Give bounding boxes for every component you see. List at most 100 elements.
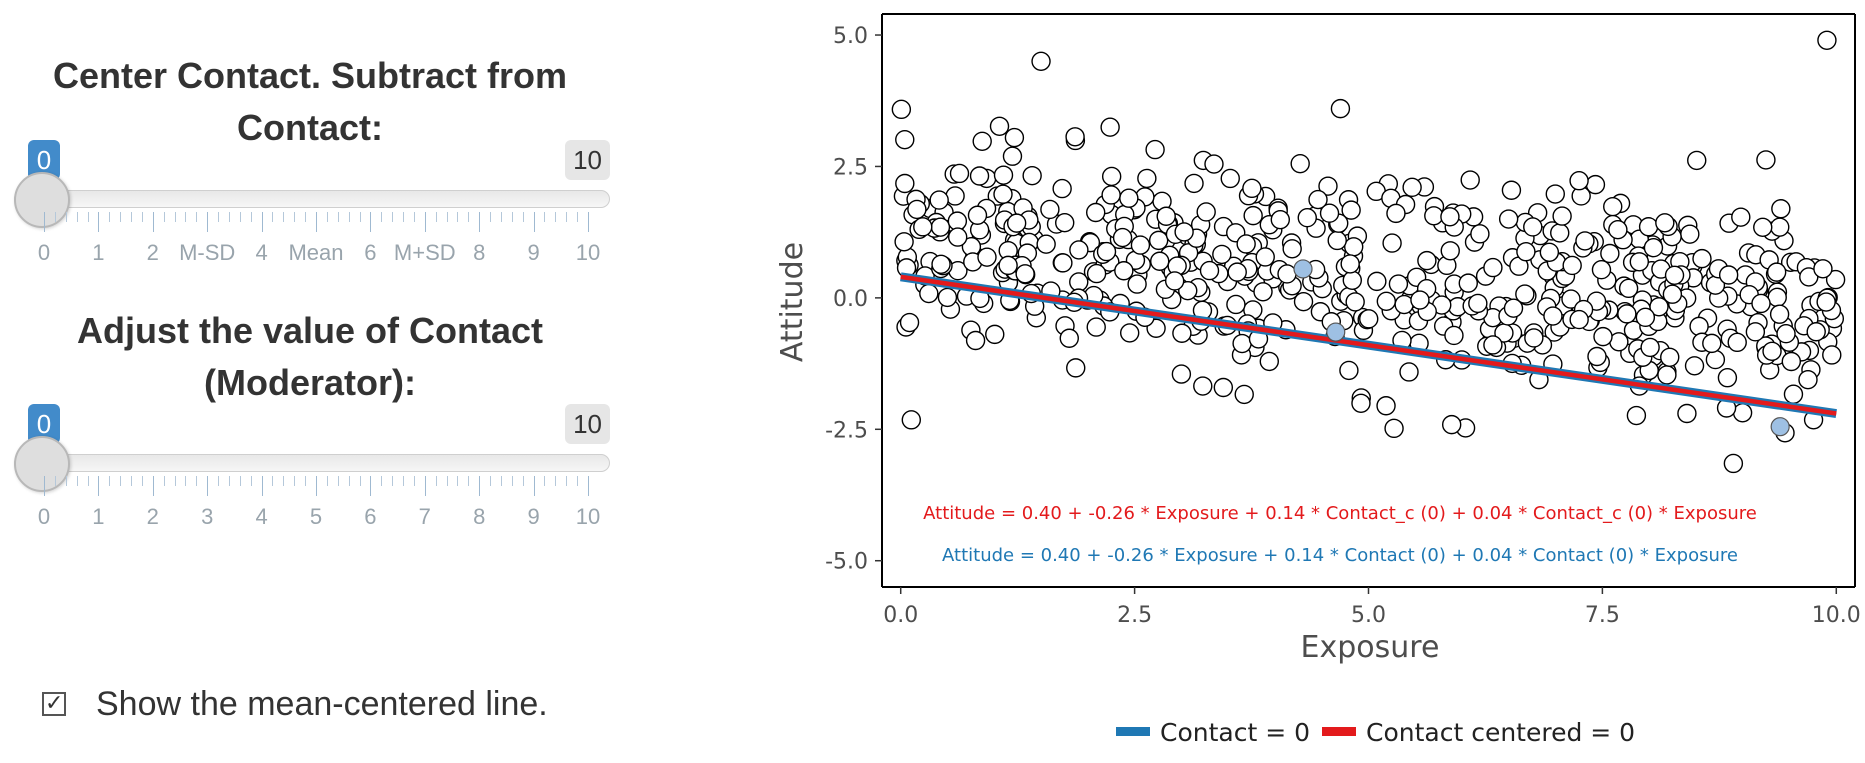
highlighted-point bbox=[1770, 417, 1790, 437]
data-point bbox=[895, 173, 915, 194]
center-contact-slider[interactable]: 0 10 0 1 2 M-SD 4 Mean 6 M+SD 8 9 10 bbox=[14, 140, 610, 280]
data-point bbox=[993, 184, 1013, 204]
moderator-slider-tick-label: 7 bbox=[418, 504, 431, 529]
moderator-slider-tick bbox=[446, 476, 448, 486]
data-point bbox=[1220, 168, 1240, 189]
center-slider-tick bbox=[65, 212, 67, 222]
data-point bbox=[1662, 284, 1683, 304]
x-tick-label: 7.5 bbox=[1585, 603, 1620, 628]
center-slider-ticks: 0 1 2 M-SD 4 Mean 6 M+SD 8 9 10 bbox=[14, 212, 610, 272]
center-slider-handle[interactable] bbox=[14, 172, 70, 228]
moderator-slider-tick bbox=[500, 476, 502, 486]
center-slider-tick bbox=[326, 212, 328, 222]
data-point bbox=[1687, 150, 1707, 171]
data-point bbox=[1156, 206, 1176, 226]
center-slider-tick bbox=[120, 212, 122, 222]
moderator-slider-tick bbox=[228, 476, 230, 486]
data-point bbox=[1145, 139, 1165, 160]
data-point bbox=[1293, 291, 1314, 312]
moderator-slider-handle[interactable] bbox=[14, 436, 70, 492]
moderator-slider-tick bbox=[588, 476, 589, 496]
data-point bbox=[1608, 219, 1628, 240]
moderator-slider-tick bbox=[207, 476, 209, 496]
data-point bbox=[1410, 290, 1430, 310]
center-slider-tick bbox=[218, 212, 220, 222]
highlighted-point bbox=[1326, 322, 1346, 342]
data-point bbox=[1460, 170, 1480, 190]
moderator-slider-tick bbox=[577, 476, 579, 486]
data-point bbox=[1718, 265, 1739, 285]
center-slider-tick bbox=[239, 212, 241, 222]
data-point bbox=[907, 199, 927, 220]
data-point bbox=[1330, 98, 1351, 119]
moderator-slider-tick bbox=[141, 476, 143, 486]
center-slider-tick-label: 2 bbox=[146, 240, 159, 265]
moderator-slider-tick bbox=[533, 476, 535, 496]
data-point bbox=[977, 247, 997, 267]
mean-centered-checkbox[interactable]: ✓ bbox=[42, 690, 66, 716]
moderator-slider[interactable]: 0 10 0 1 2 3 4 5 6 7 8 9 10 bbox=[14, 404, 610, 544]
moderator-slider-tick-label: 5 bbox=[309, 504, 323, 529]
moderator-slider-tick bbox=[511, 476, 513, 486]
center-slider-tick-label: 1 bbox=[92, 240, 105, 265]
data-point bbox=[1692, 248, 1712, 269]
moderator-slider-tick bbox=[435, 476, 437, 486]
data-point bbox=[1417, 250, 1437, 271]
center-slider-tick bbox=[196, 212, 198, 222]
data-point bbox=[1086, 317, 1106, 337]
data-point bbox=[1817, 30, 1837, 50]
data-point bbox=[1282, 239, 1302, 259]
data-point bbox=[1629, 252, 1650, 272]
data-point bbox=[1603, 196, 1623, 217]
data-point bbox=[1382, 233, 1402, 253]
moderator-slider-tick bbox=[424, 476, 426, 496]
moderator-slider-track[interactable] bbox=[14, 454, 610, 472]
data-point bbox=[1569, 171, 1589, 191]
data-point bbox=[1367, 271, 1387, 292]
data-point bbox=[1031, 51, 1051, 72]
moderator-slider-tick bbox=[359, 476, 361, 486]
moderator-slider-tick bbox=[381, 476, 383, 486]
moderator-slider-tick bbox=[185, 476, 187, 486]
data-point bbox=[1036, 234, 1056, 254]
moderator-slider-tick bbox=[44, 476, 45, 496]
data-point bbox=[1040, 199, 1060, 220]
center-slider-tick bbox=[522, 212, 524, 222]
data-point bbox=[1822, 345, 1842, 365]
y-axis-title: Attitude bbox=[775, 242, 810, 362]
data-point bbox=[948, 227, 968, 247]
data-point bbox=[1342, 270, 1362, 290]
sidebar-panel: Center Contact. Subtract from Contact: 0… bbox=[0, 0, 620, 763]
center-slider-tick bbox=[54, 212, 56, 222]
data-point bbox=[1515, 284, 1535, 304]
moderator-slider-tick bbox=[120, 476, 122, 486]
data-point bbox=[1164, 271, 1185, 291]
data-point bbox=[1813, 259, 1833, 279]
data-point bbox=[1640, 337, 1660, 358]
axes-layer: 0.0 2.5 5.0 7.5 10.0 5.0 2.5 0.0 -2.5 -5.0 bbox=[825, 13, 1861, 628]
center-slider-track[interactable] bbox=[14, 190, 610, 208]
data-point bbox=[1148, 230, 1169, 251]
data-point bbox=[1101, 166, 1122, 187]
center-slider-tick bbox=[185, 212, 187, 222]
center-slider-tick bbox=[174, 212, 176, 222]
data-point bbox=[1319, 203, 1340, 223]
data-point bbox=[1545, 184, 1565, 204]
mean-centered-checkbox-row[interactable]: ✓ Show the mean-centered line. bbox=[42, 682, 548, 726]
moderator-slider-tick bbox=[250, 476, 252, 486]
y-tick-label: 2.5 bbox=[833, 155, 868, 180]
data-point bbox=[1150, 251, 1170, 271]
data-point bbox=[1137, 168, 1157, 189]
moderator-slider-tick bbox=[76, 476, 78, 486]
data-point bbox=[1243, 205, 1263, 226]
data-point bbox=[1193, 376, 1213, 396]
moderator-slider-tick bbox=[152, 476, 154, 496]
data-point bbox=[895, 129, 915, 150]
data-point bbox=[1178, 280, 1198, 301]
data-point bbox=[1101, 185, 1121, 205]
data-point bbox=[1766, 262, 1787, 282]
center-slider-tick bbox=[87, 212, 89, 222]
moderator-slider-tick bbox=[163, 476, 165, 486]
data-point bbox=[1297, 208, 1317, 228]
center-slider-tick bbox=[413, 212, 415, 222]
